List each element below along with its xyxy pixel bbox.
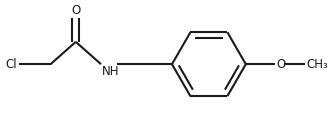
Text: NH: NH bbox=[102, 65, 119, 78]
Text: CH₃: CH₃ bbox=[306, 58, 328, 71]
Text: O: O bbox=[71, 4, 81, 17]
Text: Cl: Cl bbox=[6, 58, 17, 71]
Text: O: O bbox=[276, 58, 285, 71]
